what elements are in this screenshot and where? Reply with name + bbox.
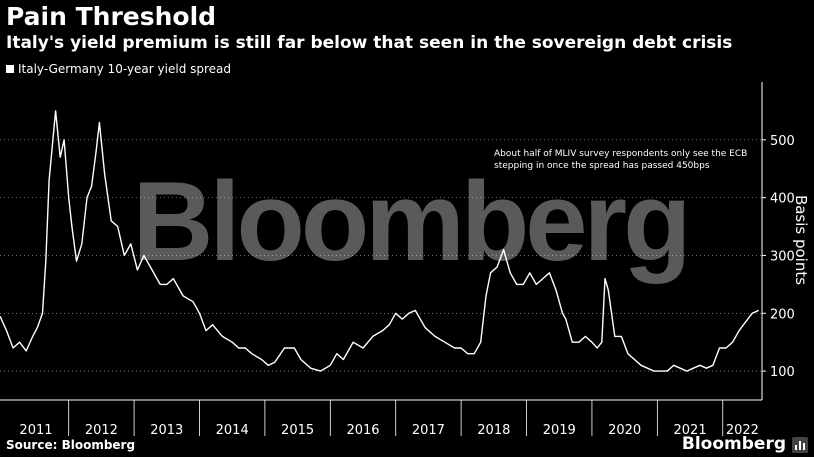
x-tick-label: 2016 <box>346 423 379 438</box>
annotation-line-2: stepping in once the spread has passed 4… <box>494 161 710 171</box>
chart-subtitle: Italy's yield premium is still far below… <box>6 33 733 53</box>
y-tick-label: 400 <box>770 192 795 207</box>
source-note: Source: Bloomberg <box>6 438 136 452</box>
brand-logo-text: Bloomberg <box>681 434 786 454</box>
x-tick-label: 2018 <box>477 423 510 438</box>
x-tick-label: 2017 <box>412 423 445 438</box>
x-tick-label: 2021 <box>674 423 707 438</box>
x-tick-label: 2011 <box>19 423 52 438</box>
y-tick-label: 100 <box>770 365 795 380</box>
chart-title: Pain Threshold <box>6 2 217 31</box>
x-tick-label: 2020 <box>608 423 641 438</box>
x-tick-label: 2022 <box>726 423 759 438</box>
bar-chart-icon <box>792 437 808 453</box>
annotation-line-1: About half of MLIV survey respondents on… <box>494 149 747 159</box>
x-tick-label: 2013 <box>150 423 183 438</box>
x-tick-label: 2014 <box>216 423 249 438</box>
y-tick-label: 200 <box>770 307 795 322</box>
bloomberg-watermark: Bloomberg <box>132 159 687 284</box>
legend: Italy-Germany 10-year yield spread <box>6 62 231 76</box>
x-tick-label: 2015 <box>281 423 314 438</box>
legend-label: Italy-Germany 10-year yield spread <box>18 62 232 76</box>
y-gridlines <box>0 139 762 372</box>
x-tick-label: 2012 <box>85 423 118 438</box>
series-line-italy-germany-spread <box>0 110 759 372</box>
legend-swatch <box>6 65 14 73</box>
x-tick-label: 2019 <box>543 423 576 438</box>
y-axis-label: Basis points <box>792 195 810 285</box>
y-axis: 100 200 300 400 500 <box>761 82 795 400</box>
y-tick-label: 500 <box>770 134 795 149</box>
x-axis: 2011 2012 2013 2014 2015 2016 2017 2018 2019 2020… <box>0 399 762 438</box>
y-tick-label: 300 <box>770 249 795 264</box>
